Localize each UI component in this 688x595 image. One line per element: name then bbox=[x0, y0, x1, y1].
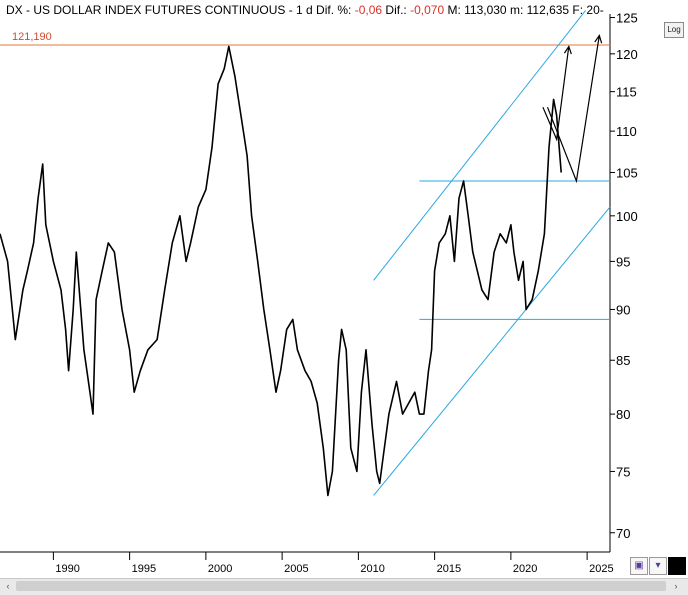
resistance-label: 121,190 bbox=[12, 31, 52, 43]
y-tick-label: 115 bbox=[616, 85, 637, 100]
y-tick-label: 90 bbox=[616, 302, 630, 317]
arrowhead bbox=[563, 45, 572, 55]
x-tick-label: 1995 bbox=[132, 563, 156, 575]
range-text: M: 113,030 m: 112,635 F: 20- bbox=[444, 3, 604, 17]
y-tick-label: 125 bbox=[616, 11, 638, 26]
y-tick-label: 120 bbox=[616, 47, 638, 62]
channel-upper-line bbox=[373, 10, 586, 281]
scroll-right-icon[interactable]: › bbox=[674, 581, 678, 591]
x-tick-label: 2005 bbox=[284, 563, 308, 575]
x-tick-label: 1990 bbox=[55, 563, 79, 575]
y-axis-ticks: 70 75 80 85 90 95 100 105 110 115 120 125 bbox=[610, 11, 638, 541]
abs-change-value: -0,070 bbox=[410, 3, 445, 17]
x-tick-label: 2025 bbox=[589, 563, 613, 575]
chevron-down-icon[interactable]: ▾ bbox=[649, 557, 667, 575]
dif-label: Dif.: bbox=[382, 3, 411, 17]
trendline-overlays: 121,190 bbox=[0, 10, 611, 496]
x-tick-label: 2015 bbox=[437, 563, 461, 575]
scroll-thumb[interactable] bbox=[16, 581, 666, 591]
price-series-line bbox=[0, 45, 562, 497]
x-tick-label: 2020 bbox=[513, 563, 537, 575]
projection-arrow-path bbox=[542, 46, 570, 142]
pct-change-value: -0,06 bbox=[354, 3, 383, 17]
y-tick-label: 105 bbox=[616, 165, 638, 180]
y-tick-label: 75 bbox=[616, 464, 630, 479]
scroll-left-icon[interactable]: ‹ bbox=[6, 581, 10, 591]
x-tick-label: 2010 bbox=[360, 563, 384, 575]
color-swatch-icon[interactable] bbox=[668, 557, 686, 575]
projection-arrow-path bbox=[546, 35, 600, 184]
arrowhead bbox=[594, 34, 603, 44]
chart-header: DX - US DOLLAR INDEX FUTURES CONTINUOUS … bbox=[6, 3, 604, 17]
y-tick-label: 80 bbox=[616, 407, 630, 422]
y-tick-label: 100 bbox=[616, 209, 638, 224]
x-axis-ticks: 1990 1995 2000 2005 2010 2015 2020 2025 bbox=[52, 552, 614, 575]
channel-lower-line bbox=[373, 206, 611, 496]
projection-arrows bbox=[542, 34, 603, 184]
y-tick-label: 85 bbox=[616, 353, 630, 368]
y-tick-label: 110 bbox=[616, 124, 637, 139]
y-tick-label: 70 bbox=[616, 526, 630, 541]
save-icon[interactable]: ▣ bbox=[630, 557, 648, 575]
log-scale-button[interactable]: Log bbox=[664, 22, 684, 38]
x-tick-label: 2000 bbox=[208, 563, 232, 575]
symbol-text: DX - US DOLLAR INDEX FUTURES CONTINUOUS … bbox=[6, 3, 355, 17]
y-tick-label: 95 bbox=[616, 254, 630, 269]
